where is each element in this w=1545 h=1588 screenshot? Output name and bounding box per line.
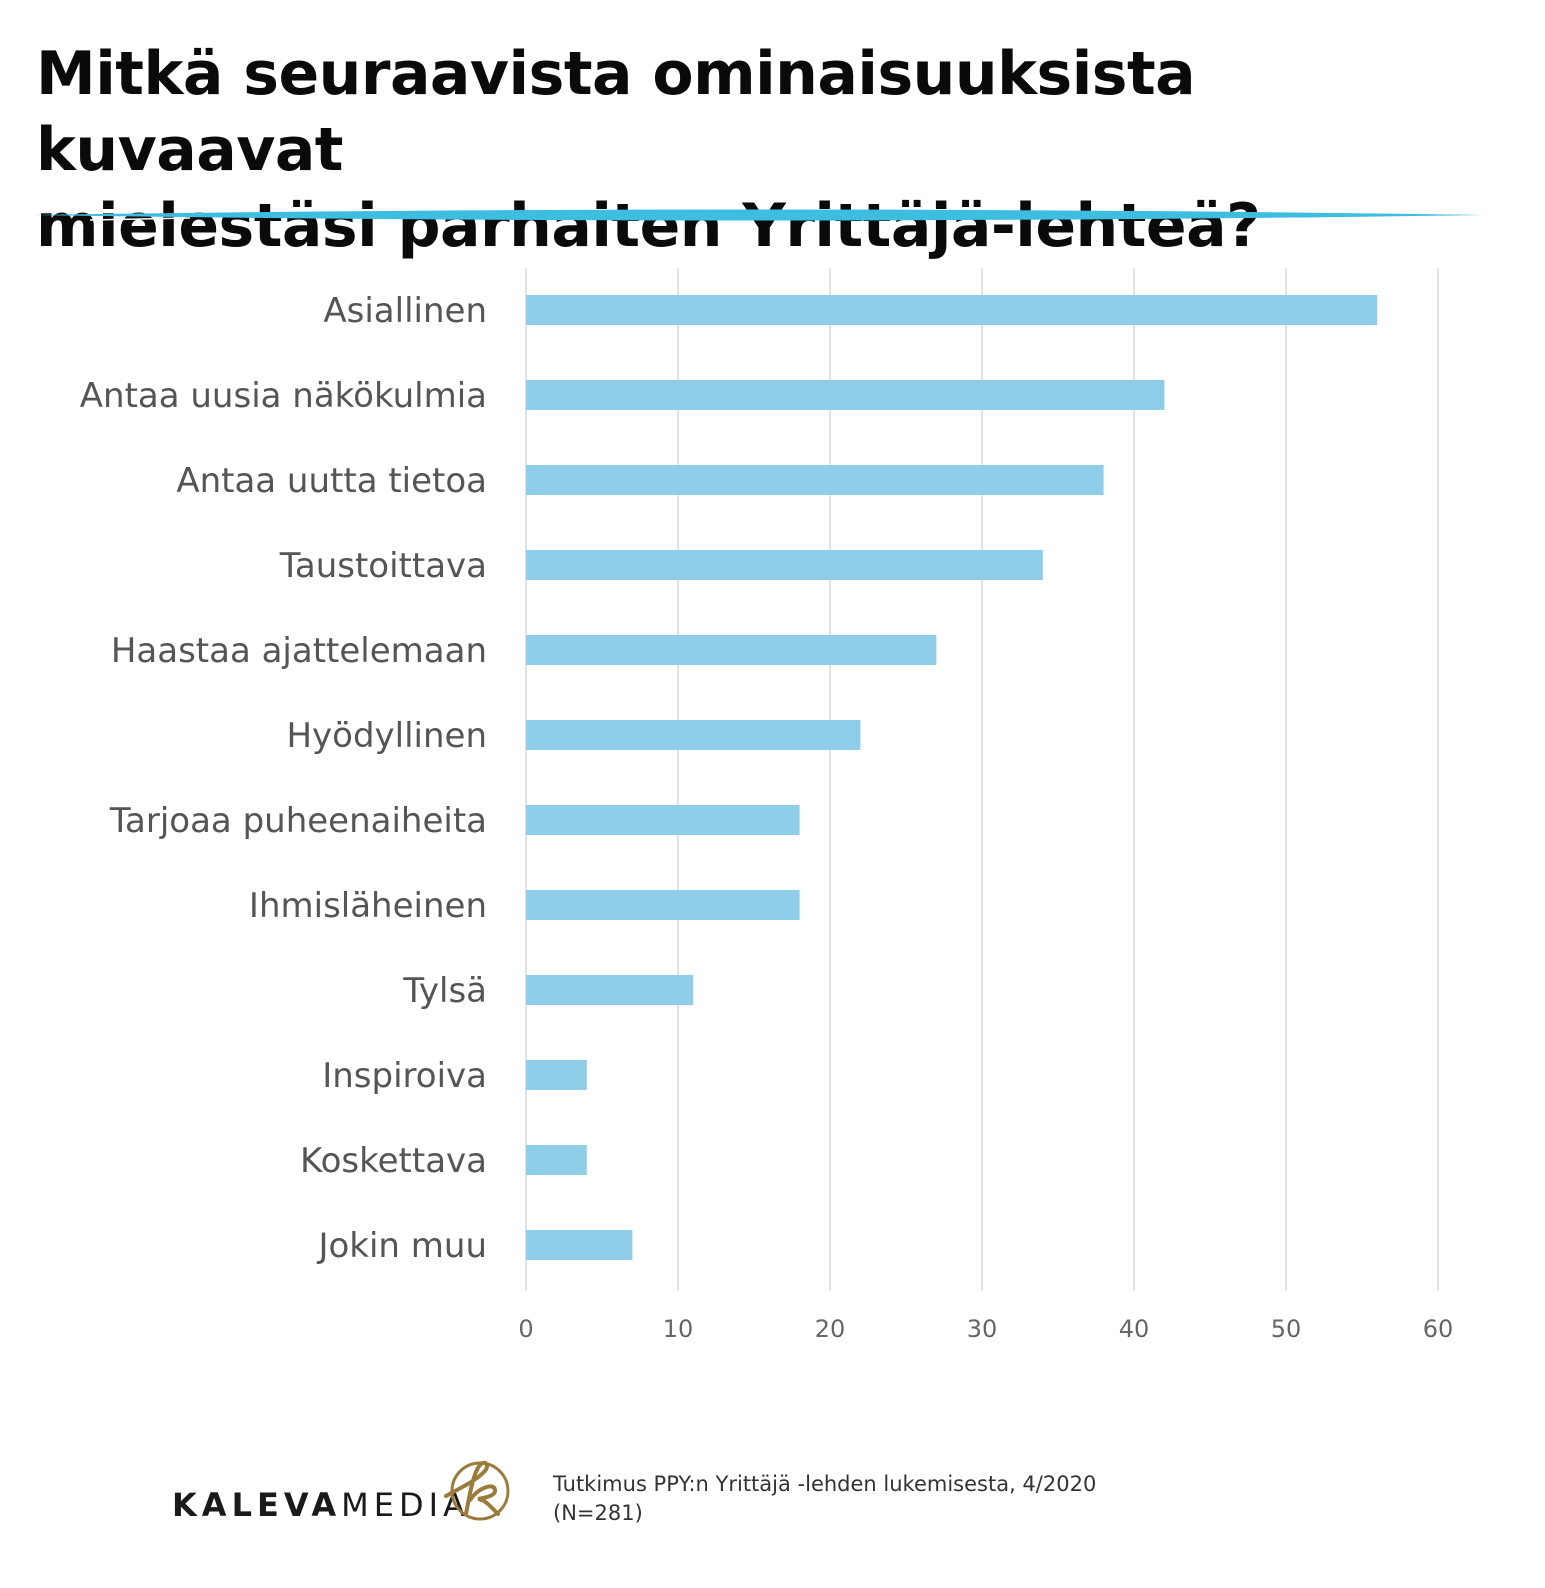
category-label-8: Ihmisläheinen — [249, 886, 487, 926]
k-script-icon — [444, 1460, 510, 1521]
bar-12 — [526, 1230, 633, 1260]
logo-text-light: MEDIA — [341, 1486, 470, 1524]
category-label-1: Asiallinen — [323, 291, 487, 331]
x-tick-label-30: 30 — [967, 1315, 998, 1343]
bars — [526, 295, 1378, 1260]
category-label-10: Inspiroiva — [322, 1056, 487, 1096]
category-label-6: Hyödyllinen — [286, 716, 487, 756]
x-axis-tick-labels: 0 10 20 30 40 50 60 — [518, 1315, 1453, 1343]
grid-lines — [525, 268, 1439, 1290]
category-label-12: Jokin muu — [316, 1226, 487, 1266]
bar-6 — [526, 720, 861, 750]
x-tick-label-60: 60 — [1423, 1315, 1454, 1343]
x-tick-label-20: 20 — [815, 1315, 846, 1343]
category-label-5: Haastaa ajattelemaan — [111, 631, 487, 671]
x-tick-label-10: 10 — [663, 1315, 694, 1343]
bar-3 — [526, 465, 1104, 495]
bar-1 — [526, 295, 1378, 325]
bar-5 — [526, 635, 937, 665]
source-line-1: Tutkimus PPY:n Yrittäjä -lehden lukemise… — [553, 1472, 1097, 1496]
chart-title: Mitkä seuraavista ominaisuuksista kuvaav… — [36, 36, 1516, 264]
category-label-4: Taustoittava — [279, 546, 487, 586]
bar-8 — [526, 890, 800, 920]
chart-title-line-1: Mitkä seuraavista ominaisuuksista kuvaav… — [36, 39, 1196, 185]
x-tick-label-50: 50 — [1271, 1315, 1302, 1343]
bar-9 — [526, 975, 694, 1005]
category-label-9: Tylsä — [402, 971, 487, 1011]
bar-7 — [526, 805, 800, 835]
bar-10 — [526, 1060, 587, 1090]
x-tick-label-0: 0 — [518, 1315, 533, 1343]
bar-2 — [526, 380, 1165, 410]
bar-11 — [526, 1145, 587, 1175]
x-tick-label-40: 40 — [1119, 1315, 1150, 1343]
source-line-2: (N=281) — [553, 1501, 643, 1525]
category-label-2: Antaa uusia näkökulmia — [80, 376, 487, 416]
title-underline-decoration — [32, 209, 1484, 221]
category-labels: Asiallinen Antaa uusia näkökulmia Antaa uu… — [80, 291, 487, 1266]
chart-title-line-2: mielestäsi parhaiten Yrittäjä-lehteä? — [36, 191, 1261, 261]
logo-text-bold: KALEVA — [172, 1486, 342, 1524]
kalevamedia-logo: KALEVAMEDIA — [172, 1486, 470, 1524]
bar-chart: Asiallinen Antaa uusia näkökulmia Antaa uu… — [80, 268, 1453, 1343]
category-label-11: Koskettava — [300, 1141, 487, 1181]
category-label-3: Antaa uutta tietoa — [176, 461, 487, 501]
category-label-7: Tarjoaa puheenaiheita — [109, 801, 487, 841]
bar-4 — [526, 550, 1043, 580]
source-note: Tutkimus PPY:n Yrittäjä -lehden lukemise… — [553, 1470, 1096, 1528]
